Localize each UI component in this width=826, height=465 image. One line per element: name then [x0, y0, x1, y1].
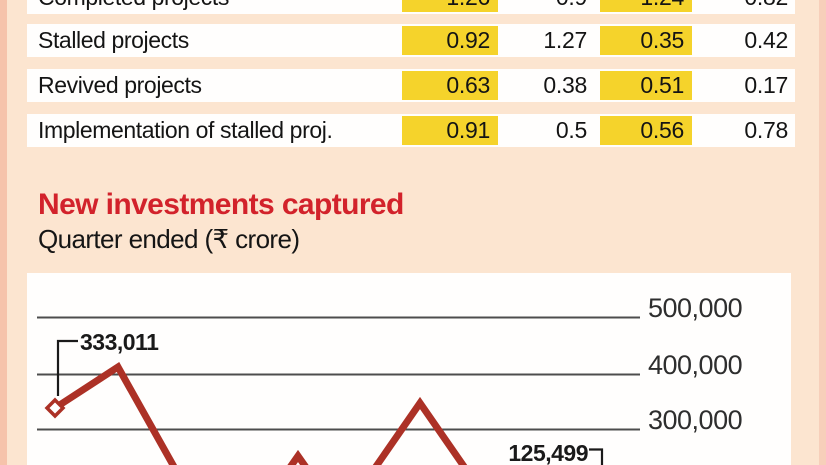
line-chart-panel: 500,000 400,000 300,000 200,000 333,011 … [27, 273, 791, 465]
table-row: Completed projects 1.26 0.9 1.24 0.82 [27, 0, 795, 14]
investments-line-chart [37, 316, 640, 465]
cell: 1.27 [543, 27, 587, 53]
table-row: Implementation of stalled proj. 0.91 0.5… [27, 114, 795, 147]
cell: 0.42 [744, 27, 788, 53]
cell: 0.38 [543, 72, 587, 98]
page-right-border [819, 0, 826, 465]
table-row: Revived projects 0.63 0.38 0.51 0.17 [27, 69, 795, 102]
row-label: Implementation of stalled proj. [38, 117, 333, 143]
y-axis-tick: 200,000 [648, 462, 791, 465]
cell: 0.78 [744, 117, 788, 143]
cell-highlighted: 0.91 [402, 116, 498, 145]
cell: 0.5 [555, 117, 587, 143]
row-label: Stalled projects [38, 27, 189, 53]
cell: 0.9 [505, 0, 595, 14]
chart-title: New investments captured [38, 188, 404, 221]
y-axis-tick: 300,000 [648, 405, 743, 435]
row-label: Revived projects [38, 72, 202, 98]
cell: 0.17 [744, 72, 788, 98]
y-axis-tick: 400,000 [648, 350, 743, 380]
cell: 0.82 [700, 0, 796, 14]
cell-highlighted: 0.51 [600, 71, 692, 100]
chart-subtitle: Quarter ended (₹ crore) [38, 224, 300, 254]
table-row: Stalled projects 0.92 1.27 0.35 0.42 [27, 24, 795, 57]
y-axis-tick: 500,000 [648, 293, 743, 323]
cell-highlighted: 0.63 [402, 71, 498, 100]
data-label-start: 333,011 [80, 329, 159, 355]
cell-highlighted: 1.24 [600, 0, 692, 12]
page-left-border [0, 0, 7, 465]
cell-highlighted: 1.26 [402, 0, 498, 12]
data-label-mid: 125,499 [508, 440, 588, 465]
cell-highlighted: 0.35 [600, 26, 692, 55]
cell-highlighted: 0.56 [600, 116, 692, 145]
cell-highlighted: 0.92 [402, 26, 498, 55]
row-label: Completed projects [38, 0, 229, 14]
